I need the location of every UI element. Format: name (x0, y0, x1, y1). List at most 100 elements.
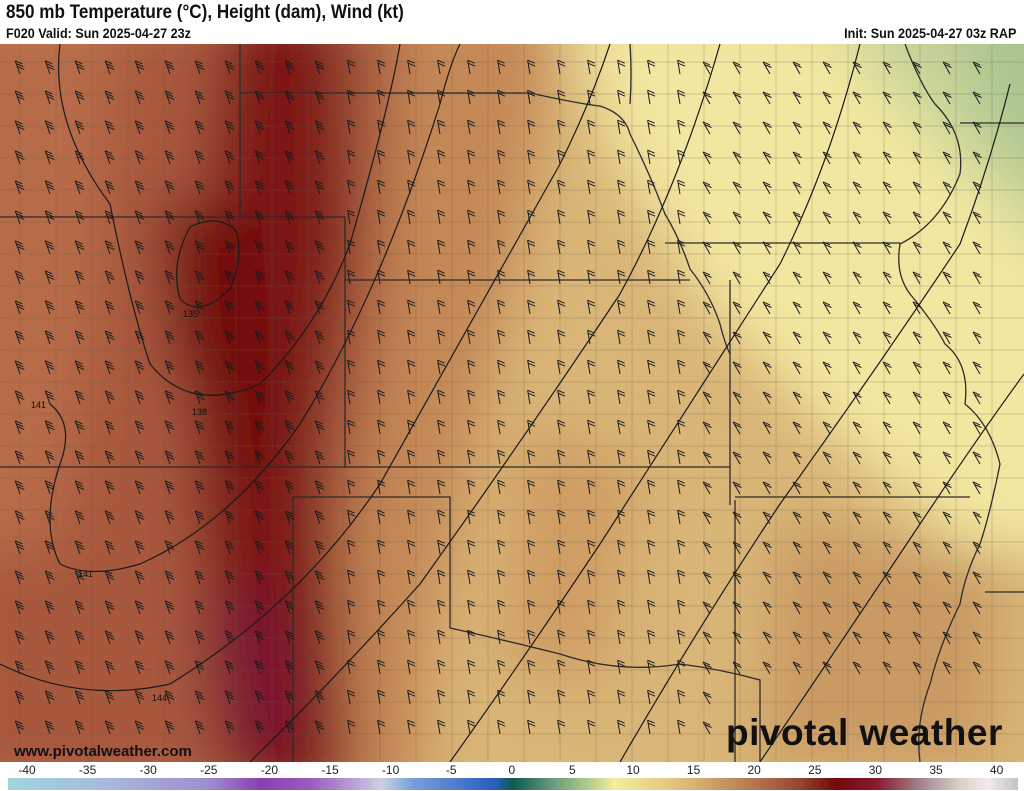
wind-barb (194, 300, 205, 315)
wind-barb (284, 660, 295, 675)
wind-barb (407, 719, 416, 735)
wind-barb (314, 330, 325, 345)
wind-barb (44, 690, 55, 705)
weather-map: 135 138 141 141 144 (0, 44, 1024, 762)
wind-barb (164, 720, 175, 735)
wind-barb (44, 180, 55, 195)
wind-barb (347, 329, 356, 345)
wind-barb (467, 419, 476, 435)
wind-barb (347, 479, 356, 495)
wind-barb (732, 151, 742, 165)
wind-barb (224, 390, 235, 405)
wind-barb (314, 390, 325, 405)
wind-barb (314, 420, 325, 435)
wind-barb (732, 61, 742, 75)
wind-barb (314, 450, 325, 465)
wind-barb (314, 480, 325, 495)
wind-barb (194, 480, 205, 495)
wind-barb (527, 359, 536, 375)
wind-barb (14, 210, 25, 225)
wind-barb (762, 661, 772, 675)
wind-barb (437, 689, 446, 705)
wind-barb (587, 419, 596, 435)
wind-barb (377, 239, 386, 255)
wind-barb (134, 420, 145, 435)
wind-barb (677, 539, 686, 555)
wind-barb (702, 631, 712, 645)
wind-barb (497, 209, 506, 225)
wind-barb (882, 481, 892, 495)
wind-barb (347, 389, 356, 405)
wind-barb (314, 210, 325, 225)
wind-barb (822, 601, 832, 615)
wind-barb (437, 179, 446, 195)
wind-barb (942, 301, 952, 315)
wind-barb (14, 180, 25, 195)
wind-barb (437, 569, 446, 585)
wind-barb (647, 209, 656, 225)
colorbar-tick: -35 (78, 763, 97, 777)
wind-barb (104, 720, 115, 735)
wind-barb (942, 601, 952, 615)
colorbar-tick: -25 (200, 763, 218, 777)
wind-barb (972, 151, 982, 165)
wind-barb (942, 61, 952, 75)
wind-barb (527, 239, 536, 255)
wind-barb (497, 689, 506, 705)
wind-barb (14, 480, 25, 495)
wind-barb (557, 179, 566, 195)
wind-barb (557, 449, 566, 465)
wind-barb (497, 329, 506, 345)
wind-barb (284, 180, 295, 195)
wind-barb (677, 569, 686, 585)
wind-barb (134, 180, 145, 195)
wind-barb (527, 719, 536, 735)
wind-barb (74, 60, 85, 75)
wind-barb (134, 660, 145, 675)
wind-barb (732, 361, 742, 375)
wind-barb (647, 149, 656, 165)
wind-barb (224, 240, 235, 255)
wind-barb (762, 91, 772, 105)
wind-barb (762, 121, 772, 135)
wind-barb (647, 659, 656, 675)
wind-barb (942, 241, 952, 255)
wind-barb (74, 330, 85, 345)
wind-barb (407, 359, 416, 375)
wind-barb (164, 600, 175, 615)
wind-barb (792, 211, 802, 225)
wind-barb (732, 271, 742, 285)
wind-barb (732, 391, 742, 405)
colorbar-tick: -20 (260, 763, 279, 777)
wind-barb (732, 481, 742, 495)
wind-barb (882, 601, 892, 615)
wind-barb (912, 421, 922, 435)
wind-barb (647, 449, 656, 465)
wind-barb (314, 120, 325, 135)
wind-barb (942, 391, 952, 405)
wind-barb (164, 420, 175, 435)
wind-barb (254, 390, 265, 405)
wind-barb (677, 719, 686, 735)
wind-barb (347, 59, 356, 75)
wind-barb (194, 240, 205, 255)
wind-barb (164, 630, 175, 645)
wind-barb (194, 210, 205, 225)
wind-barb (194, 660, 205, 675)
wind-barb (912, 541, 922, 555)
wind-barb (852, 151, 862, 165)
wind-barb (647, 179, 656, 195)
colorbar-tick: 15 (686, 763, 701, 777)
wind-barb (942, 91, 952, 105)
wind-barb (104, 630, 115, 645)
wind-barb (254, 600, 265, 615)
wind-barb (912, 121, 922, 135)
wind-barb (254, 660, 265, 675)
wind-barb (164, 270, 175, 285)
wind-barb (467, 359, 476, 375)
wind-barb (14, 660, 25, 675)
wind-barb (882, 571, 892, 585)
wind-barb (557, 629, 566, 645)
wind-barb (74, 270, 85, 285)
wind-barb (254, 450, 265, 465)
